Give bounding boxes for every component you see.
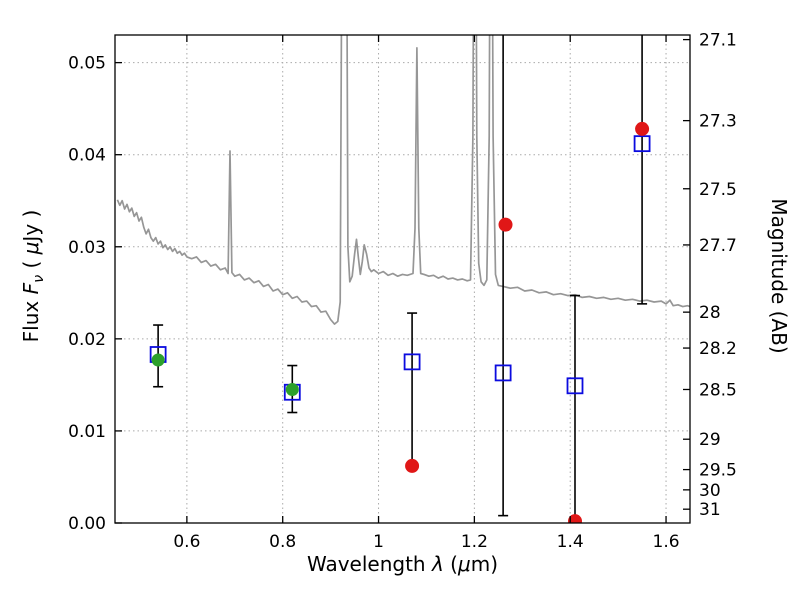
x-tick-label: 1.4 xyxy=(557,532,584,552)
magnitude-label-text: Magnitude (AB) xyxy=(767,198,791,354)
x-axis-label: Wavelength λ (μm) xyxy=(115,552,690,576)
data-point-open-square xyxy=(633,135,651,153)
data-point-circle xyxy=(568,514,582,523)
x-tick-label: 1.6 xyxy=(653,532,680,552)
y-left-tick-label: 0.05 xyxy=(68,54,106,74)
y-left-tick-label: 0.03 xyxy=(68,238,106,258)
lambda-symbol: λ xyxy=(431,552,444,576)
y-right-tick-label: 28 xyxy=(699,303,721,323)
x-tick-label: 1.2 xyxy=(461,532,488,552)
y-right-tick-label: 28.5 xyxy=(699,380,737,400)
nu-subscript: ν xyxy=(31,274,47,283)
y-left-tick-label: 0.00 xyxy=(68,514,106,534)
y-left-tick-label: 0.04 xyxy=(68,146,106,166)
error-bars xyxy=(153,35,648,523)
y-right-tick-label: 29.5 xyxy=(699,461,737,481)
y-right-tick-label: 29 xyxy=(699,430,721,450)
y-right-tick-label: 27.1 xyxy=(699,31,737,51)
data-point-open-square xyxy=(494,364,512,382)
data-point-open-square xyxy=(566,377,584,395)
data-point-circle xyxy=(498,217,513,232)
mu-symbol: μ xyxy=(457,552,471,576)
y-right-tick-label: 30 xyxy=(699,481,721,501)
y-left-tick-label: 0.02 xyxy=(68,330,106,350)
data-point-open-square xyxy=(403,353,421,371)
data-point-circle xyxy=(635,121,650,136)
x-tick-label: 0.6 xyxy=(173,532,200,552)
flux-word: Flux xyxy=(19,294,43,343)
x-label-text: Wavelength xyxy=(306,552,432,576)
spectrum-line xyxy=(116,35,690,325)
y-right-tick-label: 27.3 xyxy=(699,112,737,132)
flux-unit-open: ( xyxy=(19,254,43,275)
y-right-tick-label: 28.2 xyxy=(699,339,737,359)
axes-frame xyxy=(114,34,691,524)
y-right-tick-label: 27.5 xyxy=(699,180,737,200)
data-markers xyxy=(149,121,651,523)
x-tick-label: 0.8 xyxy=(269,532,296,552)
data-point-circle xyxy=(151,353,165,367)
mu-symbol-flux: μ xyxy=(19,241,43,255)
tick-marks xyxy=(115,35,690,524)
y-left-tick-label: 0.01 xyxy=(68,422,106,442)
x-label-paren-close: m) xyxy=(470,552,499,576)
y-left-axis-label: Flux Fν ( μJy ) xyxy=(19,26,47,526)
y-right-axis-label: Magnitude (AB) xyxy=(763,26,791,526)
data-point-circle xyxy=(285,382,299,396)
y-right-tick-label: 27.7 xyxy=(699,236,737,256)
flux-unit-close: Jy ) xyxy=(19,209,43,242)
y-right-tick-label: 31 xyxy=(699,500,721,520)
data-point-circle xyxy=(405,458,420,473)
gridlines xyxy=(115,35,690,523)
flux-symbol: F xyxy=(19,282,43,295)
x-label-paren-open: ( xyxy=(443,552,458,576)
x-tick-label: 1 xyxy=(373,532,384,552)
